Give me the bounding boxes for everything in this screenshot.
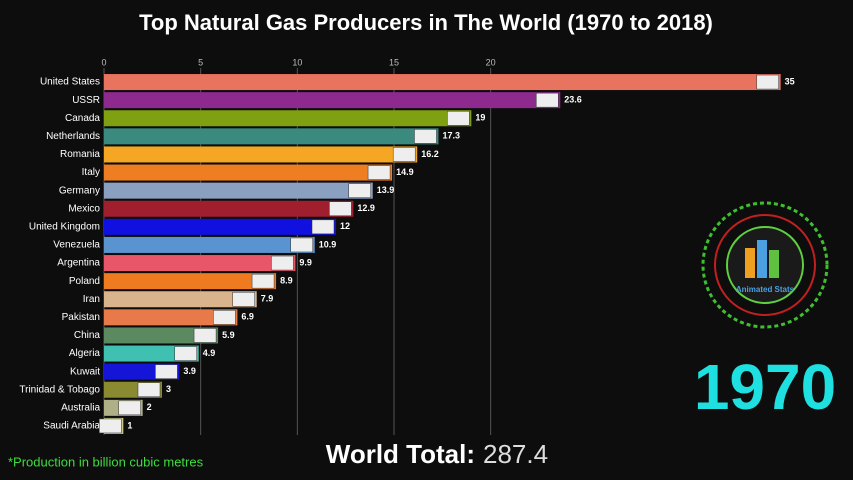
bar	[104, 309, 238, 326]
bar	[104, 92, 561, 109]
y-tick-label: Canada	[65, 113, 100, 124]
flag	[536, 92, 559, 108]
flag	[311, 219, 335, 235]
value-label: 1	[127, 420, 132, 430]
logo-ring	[701, 201, 829, 329]
flag	[392, 147, 416, 162]
flag	[118, 400, 141, 416]
chart-title: Top Natural Gas Producers in The World (…	[139, 10, 713, 35]
y-tick-label: Pakistan	[62, 312, 100, 323]
value-label: 12	[340, 221, 350, 231]
value-label: 12.9	[357, 203, 375, 213]
value-label: 19	[475, 113, 485, 123]
bar	[104, 164, 393, 181]
flag	[213, 310, 236, 325]
y-tick-label: Venezuela	[53, 240, 100, 251]
value-label: 5.9	[222, 330, 235, 340]
logo: Animated Stats	[701, 201, 829, 329]
y-tick-label: Italy	[82, 167, 100, 178]
value-label: 3	[166, 384, 171, 394]
y-tick-label: Kuwait	[70, 366, 100, 377]
logo-text: Animated Stats	[736, 285, 795, 294]
value-label: 13.9	[377, 185, 395, 195]
x-tick-label: 5	[198, 57, 203, 67]
flag	[99, 418, 122, 434]
value-label: 3.9	[183, 366, 196, 376]
bar	[104, 128, 439, 145]
value-label: 6.9	[241, 312, 254, 322]
flag	[329, 201, 352, 216]
year: 1970	[694, 351, 836, 423]
bar	[104, 273, 277, 290]
y-tick-label: USSR	[72, 95, 100, 106]
flag	[251, 273, 275, 289]
y-tick-label: Trinidad & Tobago	[19, 384, 100, 395]
y-tick-label: Netherlands	[46, 131, 100, 142]
logo-ring	[714, 214, 816, 316]
value-label: 7.9	[261, 294, 274, 304]
y-tick-label: Germany	[59, 185, 100, 196]
value-label: 9.9	[299, 257, 312, 267]
y-tick-label: United States	[40, 77, 100, 88]
value-label: 4.9	[203, 348, 216, 358]
bar	[104, 74, 781, 91]
flag	[348, 183, 371, 198]
y-tick-label: Algeria	[69, 348, 101, 359]
y-tick-label: Argentina	[57, 258, 100, 269]
flag	[271, 255, 294, 271]
y-tick-label: Iran	[83, 294, 100, 305]
logo-shape	[769, 250, 779, 278]
value-label: 2	[147, 402, 152, 412]
value-label: 17.3	[442, 131, 460, 141]
value-label: 23.6	[564, 95, 582, 105]
bar	[104, 255, 296, 272]
bar	[104, 327, 219, 344]
flag	[290, 237, 313, 253]
logo-shape	[757, 240, 767, 278]
y-tick-label: Australia	[61, 402, 100, 413]
total-value: 287.4	[483, 439, 548, 469]
flag	[193, 328, 217, 343]
y-tick-label: Poland	[69, 276, 100, 287]
x-tick-label: 0	[101, 57, 106, 67]
x-tick-label: 20	[486, 57, 496, 67]
footnote: *Production in billion cubic metres	[8, 454, 204, 469]
bar	[104, 200, 354, 217]
bar	[104, 218, 336, 235]
bar	[104, 146, 418, 163]
y-tick-label: Saudi Arabia	[43, 421, 100, 432]
total-label: World Total:	[326, 439, 475, 469]
bar	[104, 182, 373, 199]
flag	[756, 74, 779, 90]
bar	[104, 291, 257, 308]
y-tick-label: United Kingdom	[29, 221, 100, 232]
y-tick-label: Mexico	[68, 203, 100, 214]
flag	[174, 346, 197, 361]
value-label: 35	[785, 76, 795, 86]
bar	[104, 110, 472, 127]
x-tick-label: 10	[292, 57, 302, 67]
logo-shape	[745, 248, 755, 278]
value-label: 16.2	[421, 149, 439, 159]
y-tick-label: China	[74, 330, 101, 341]
x-tick-label: 15	[389, 57, 399, 67]
y-tick-label: Romania	[60, 149, 100, 160]
flag	[155, 364, 178, 379]
flag	[232, 292, 255, 307]
flag	[367, 165, 391, 180]
value-label: 14.9	[396, 167, 414, 177]
value-label: 10.9	[319, 239, 337, 249]
value-label: 8.9	[280, 276, 293, 286]
bar	[104, 236, 315, 253]
flag	[137, 382, 161, 397]
flag	[447, 111, 470, 126]
flag	[414, 129, 437, 144]
